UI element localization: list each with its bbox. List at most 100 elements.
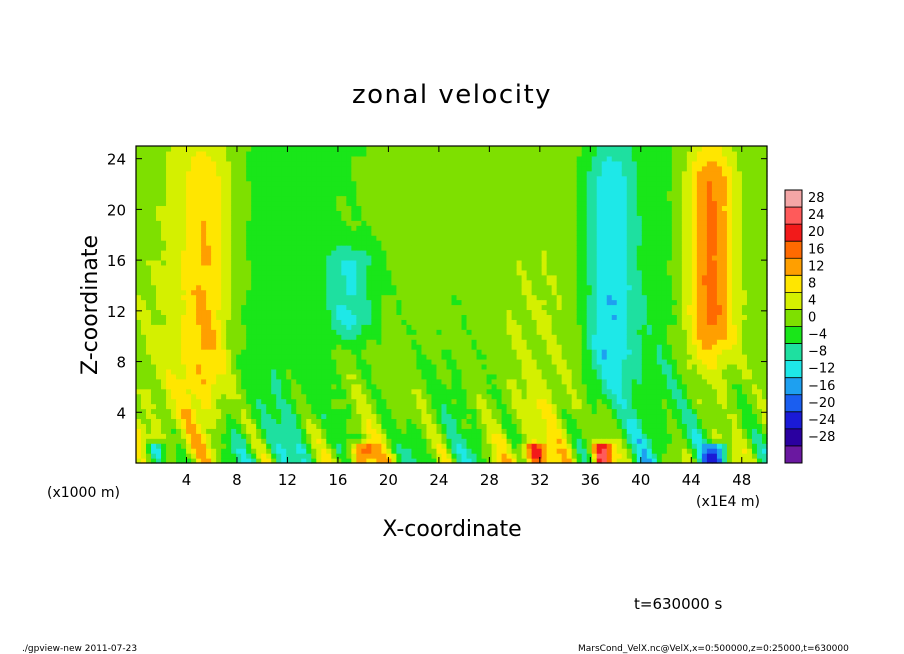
- field-cell: [241, 190, 247, 197]
- field-cell: [216, 245, 222, 251]
- field-cell: [156, 225, 162, 231]
- field-cell: [511, 146, 518, 152]
- field-cell: [171, 438, 177, 444]
- field-cell: [171, 155, 177, 162]
- field-cell: [281, 354, 287, 360]
- field-cell: [211, 358, 217, 365]
- field-cell: [506, 146, 513, 152]
- field-cell: [481, 190, 488, 197]
- field-cell: [411, 220, 418, 226]
- field-cell: [296, 388, 302, 395]
- field-cell: [491, 304, 498, 311]
- field-cell: [171, 259, 177, 266]
- field-cell: [196, 309, 202, 315]
- field-cell: [171, 215, 177, 221]
- field-cell: [371, 314, 377, 320]
- field-cell: [321, 294, 327, 301]
- field-cell: [201, 294, 207, 301]
- field-cell: [371, 190, 377, 197]
- field-cell: [166, 458, 172, 464]
- field-cell: [411, 448, 418, 454]
- field-cell: [226, 175, 232, 182]
- field-cell: [186, 240, 192, 246]
- field-cell: [251, 220, 257, 226]
- field-cell: [326, 284, 332, 291]
- field-cell: [241, 319, 247, 325]
- field-cell: [191, 423, 197, 429]
- field-cell: [346, 289, 352, 296]
- field-cell: [296, 245, 302, 251]
- field-cell: [371, 205, 377, 211]
- field-cell: [246, 349, 252, 355]
- field-cell: [336, 289, 342, 296]
- field-cell: [186, 269, 192, 276]
- field-cell: [326, 363, 332, 370]
- field-cell: [411, 284, 418, 291]
- field-cell: [231, 269, 237, 276]
- field-cell: [216, 165, 222, 172]
- field-cell: [241, 329, 247, 335]
- field-cell: [421, 354, 428, 360]
- field-cell: [471, 245, 478, 251]
- field-cell: [246, 155, 252, 162]
- field-cell: [471, 453, 478, 459]
- field-cell: [406, 443, 413, 449]
- field-cell: [351, 146, 357, 152]
- field-cell: [266, 339, 272, 345]
- field-cell: [266, 324, 272, 330]
- field-cell: [426, 408, 433, 415]
- field-cell: [416, 428, 423, 434]
- field-cell: [341, 190, 347, 197]
- field-cell: [471, 200, 478, 207]
- field-cell: [526, 453, 533, 459]
- field-cell: [276, 344, 282, 350]
- field-cell: [326, 185, 332, 192]
- field-cell: [376, 190, 382, 197]
- field-cell: [506, 458, 513, 464]
- field-cell: [501, 349, 508, 355]
- field-cell: [471, 319, 478, 325]
- field-cell: [501, 413, 508, 420]
- field-cell: [176, 284, 182, 291]
- field-cell: [166, 428, 172, 434]
- field-cell: [466, 433, 473, 439]
- field-cell: [351, 205, 357, 211]
- field-cell: [411, 205, 418, 211]
- field-cell: [226, 160, 232, 167]
- field-cell: [476, 403, 483, 410]
- field-cell: [436, 225, 443, 231]
- field-cell: [196, 443, 202, 449]
- field-cell: [181, 309, 187, 315]
- field-cell: [486, 150, 493, 157]
- field-cell: [401, 453, 408, 459]
- field-cell: [501, 393, 508, 400]
- field-cell: [366, 225, 372, 231]
- field-cell: [351, 393, 357, 400]
- field-cell: [256, 363, 262, 370]
- field-cell: [331, 383, 337, 390]
- field-cell: [336, 175, 342, 182]
- field-cell: [331, 160, 337, 167]
- field-cell: [421, 314, 428, 320]
- field-cell: [271, 314, 277, 320]
- field-cell: [166, 413, 172, 420]
- field-cell: [171, 205, 177, 211]
- field-cell: [146, 453, 152, 459]
- field-cell: [281, 284, 287, 291]
- field-cell: [346, 378, 352, 385]
- field-cell: [521, 195, 528, 202]
- field-cell: [356, 220, 362, 226]
- field-cell: [146, 383, 152, 390]
- field-cell: [356, 334, 362, 340]
- field-cell: [296, 274, 302, 281]
- field-cell: [181, 230, 187, 236]
- field-cell: [291, 458, 297, 464]
- field-cell: [241, 383, 247, 390]
- field-cell: [191, 358, 197, 365]
- field-cell: [216, 200, 222, 207]
- field-cell: [476, 264, 483, 271]
- field-cell: [306, 254, 312, 261]
- field-cell: [426, 443, 433, 449]
- field-cell: [396, 438, 403, 444]
- field-cell: [416, 274, 423, 281]
